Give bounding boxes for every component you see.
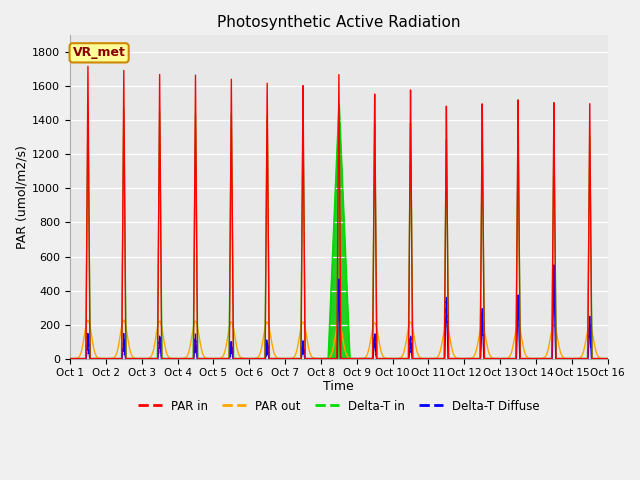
Y-axis label: PAR (umol/m2/s): PAR (umol/m2/s) [15, 145, 28, 249]
Legend: PAR in, PAR out, Delta-T in, Delta-T Diffuse: PAR in, PAR out, Delta-T in, Delta-T Dif… [133, 395, 545, 417]
Text: VR_met: VR_met [73, 47, 125, 60]
X-axis label: Time: Time [323, 380, 354, 393]
Title: Photosynthetic Active Radiation: Photosynthetic Active Radiation [217, 15, 461, 30]
